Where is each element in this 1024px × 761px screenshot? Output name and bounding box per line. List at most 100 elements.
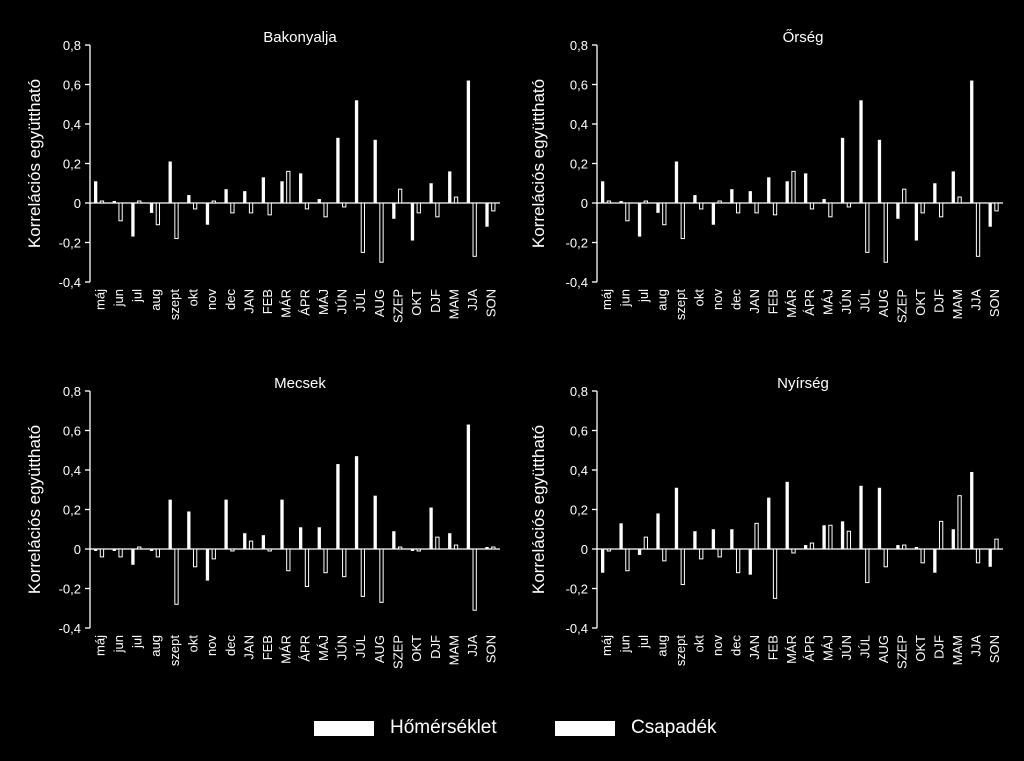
bar-precipitation-10 [286, 548, 291, 572]
bar-temperature-1 [619, 523, 623, 549]
bar-precipitation-2 [643, 200, 649, 204]
x-tick-label: MÁR [279, 635, 294, 664]
x-tick-label: jun [618, 289, 633, 307]
bar-precipitation-3 [662, 548, 667, 562]
bar-precipitation-0 [606, 548, 612, 552]
x-tick-label: máj [92, 289, 107, 310]
bar-precipitation-7 [230, 548, 235, 552]
bar-temperature-7 [730, 529, 734, 549]
x-tick-label: JAN [747, 289, 762, 314]
y-tick-label: 0 [581, 542, 588, 557]
bar-precipitation-12 [828, 202, 833, 218]
y-tick-label: 0,4 [570, 463, 588, 478]
bar-precipitation-19 [453, 196, 459, 204]
bar-precipitation-9 [772, 548, 778, 599]
x-tick-label: FEB [260, 635, 275, 660]
bar-precipitation-21 [994, 538, 999, 550]
bar-temperature-4 [674, 487, 679, 549]
bar-temperature-2 [131, 203, 135, 237]
bar-temperature-12 [822, 199, 826, 203]
x-tick-label: ÁPR [802, 635, 817, 662]
x-tick-label: MÁR [784, 635, 799, 664]
y-tick-label: 0,8 [63, 384, 81, 399]
y-tick-label: -0,2 [566, 582, 588, 597]
bar-temperature-12 [317, 199, 321, 203]
y-tick-label: 0,6 [570, 424, 588, 439]
bar-precipitation-20 [472, 548, 477, 611]
legend-temperature-label: Hőmérséklet [390, 717, 497, 738]
x-tick-label: DJF [428, 635, 443, 659]
y-tick-label: 0,6 [63, 424, 81, 439]
bar-temperature-1 [112, 549, 116, 551]
bar-temperature-4 [674, 161, 679, 203]
x-tick-label: SZEP [895, 289, 910, 323]
bar-temperature-15 [877, 487, 882, 549]
x-tick-label: okt [692, 635, 707, 653]
bar-precipitation-2 [137, 546, 142, 550]
bar-temperature-3 [656, 513, 660, 549]
bar-temperature-8 [243, 533, 247, 549]
bar-temperature-3 [656, 203, 660, 213]
bar-precipitation-13 [342, 202, 347, 208]
x-tick-label: dec [223, 635, 238, 656]
bar-precipitation-4 [174, 548, 179, 605]
bar-temperature-16 [896, 545, 900, 549]
bar-precipitation-10 [791, 170, 796, 204]
x-tick-label: JÚN [839, 289, 854, 314]
bar-temperature-17 [410, 203, 415, 241]
bar-precipitation-15 [883, 202, 888, 263]
x-tick-label: ÁPR [297, 635, 312, 662]
bar-temperature-13 [336, 137, 340, 203]
bar-temperature-14 [859, 100, 863, 203]
bar-temperature-8 [243, 191, 247, 203]
x-tick-label: SZEP [391, 635, 406, 669]
y-tick-label: 0,6 [63, 78, 81, 93]
x-tick-label: JJA [465, 289, 480, 311]
bar-precipitation-10 [791, 548, 796, 554]
bar-precipitation-4 [680, 548, 685, 586]
y-tick-label: 0,4 [570, 117, 588, 132]
bar-precipitation-15 [379, 548, 384, 603]
x-tick-label: ÁPR [802, 289, 817, 316]
bar-precipitation-5 [699, 548, 704, 560]
bar-temperature-17 [914, 203, 919, 241]
x-tick-label: okt [692, 289, 707, 307]
bar-temperature-20 [970, 471, 974, 549]
bar-precipitation-17 [920, 202, 925, 214]
x-tick-label: DJF [428, 289, 443, 313]
bar-temperature-1 [619, 201, 623, 203]
y-axis-label: Korrelációs együttható [25, 79, 44, 248]
chart-panel-1: -0,4 -0,2 0 0,2 0,4 0,6 0,8 Őrség Korrelációs eg… [529, 29, 1003, 323]
bar-temperature-12 [317, 527, 321, 549]
bar-precipitation-18 [938, 202, 944, 218]
bar-precipitation-0 [99, 548, 105, 558]
y-tick-label: 0,2 [570, 157, 588, 172]
x-tick-label: JÚN [335, 635, 350, 660]
bar-precipitation-6 [211, 200, 216, 204]
bar-temperature-17 [410, 549, 415, 551]
x-tick-label: dec [728, 635, 743, 656]
x-tick-label: JÚL [858, 289, 873, 312]
bar-precipitation-14 [865, 202, 870, 253]
x-tick-label: dec [728, 289, 743, 310]
bar-precipitation-1 [625, 202, 630, 222]
x-tick-label: aug [148, 289, 163, 311]
bar-temperature-19 [448, 171, 452, 203]
bar-precipitation-2 [643, 536, 649, 550]
x-tick-label: aug [655, 635, 670, 657]
x-tick-label: JÚL [353, 289, 368, 312]
bar-temperature-1 [112, 201, 116, 203]
y-tick-label: -0,2 [59, 582, 81, 597]
bar-precipitation-9 [267, 202, 272, 216]
bar-temperature-14 [354, 100, 359, 203]
x-tick-label: JÚN [839, 635, 854, 660]
bar-precipitation-8 [754, 202, 759, 214]
bar-temperature-19 [448, 533, 452, 549]
bar-precipitation-8 [248, 540, 254, 550]
y-tick-label: -0,4 [566, 621, 588, 636]
bar-temperature-20 [970, 80, 974, 203]
bar-precipitation-17 [416, 202, 421, 214]
bar-precipitation-19 [957, 196, 962, 204]
x-tick-label: szept [673, 635, 688, 666]
legend-precipitation-swatch [555, 720, 615, 736]
